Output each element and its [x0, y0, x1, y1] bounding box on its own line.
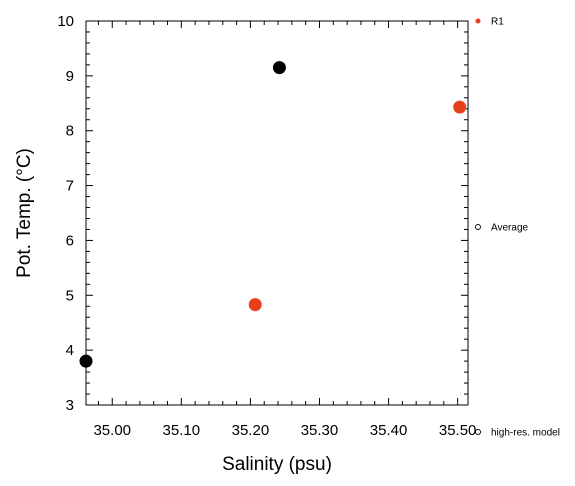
y-tick-label: 9 [66, 68, 74, 85]
x-tick-label: 35.10 [163, 422, 201, 439]
data-points [79, 61, 467, 368]
legend-marker [475, 18, 481, 24]
x-tick-label: 35.40 [370, 422, 408, 439]
legend: R1 Average high-res. model [475, 17, 560, 439]
y-tick-label: 6 [66, 232, 74, 249]
x-tick-label: 35.20 [232, 422, 270, 439]
legend-label: Average [491, 223, 529, 234]
plot-frame [85, 20, 469, 406]
legend-label: high-res. model [491, 428, 560, 439]
x-tick-label: 35.00 [93, 422, 131, 439]
y-tick-label: 8 [66, 123, 74, 140]
data-point [79, 354, 93, 368]
legend-marker [475, 224, 481, 230]
y-tick-label: 3 [66, 397, 74, 414]
tick-labels: 35.00 35.10 35.20 35.30 35.40 35.50 3 4 5 6 7 8 9 10 [57, 13, 476, 439]
legend-label: R1 [491, 17, 504, 28]
x-tick-label: 35.50 [439, 422, 477, 439]
data-point [272, 61, 286, 75]
axis-ticks [86, 20, 468, 406]
data-point [248, 298, 262, 312]
y-tick-label: 5 [66, 287, 74, 304]
data-point [453, 100, 467, 114]
y-axis-label: Pot. Temp. (°C) [14, 148, 35, 278]
y-tick-label: 7 [66, 178, 74, 195]
x-axis-label: Salinity (psu) [222, 454, 332, 475]
x-tick-label: 35.30 [301, 422, 339, 439]
y-tick-label: 4 [66, 342, 74, 359]
y-tick-label: 10 [57, 13, 74, 30]
legend-marker [475, 429, 481, 435]
